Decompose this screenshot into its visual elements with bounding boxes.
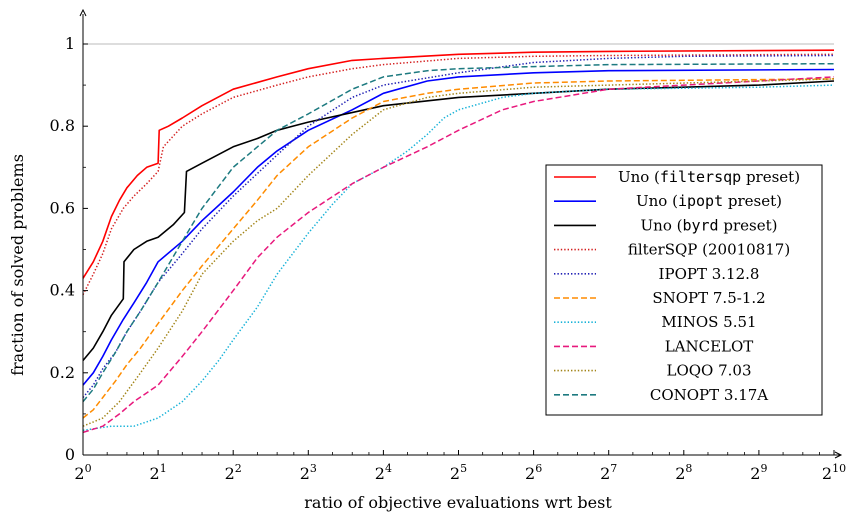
legend-label-part: MINOS 5.51 [661,313,756,331]
legend-label: filterSQP (20010817) [628,241,790,259]
x-tick-base: 2 [750,464,760,483]
x-tick-exponent: 2 [235,462,242,475]
y-axis-arrow [79,8,87,17]
x-tick-exponent: 10 [832,462,846,475]
series-line-0 [82,49,835,279]
x-tick-label: 28 [675,462,692,483]
x-tick-label: 26 [525,462,542,483]
axes-group [79,8,843,459]
x-tick-base: 2 [600,464,610,483]
legend-label-part: LOQO 7.03 [666,362,751,380]
y-tick-label: 1 [65,34,75,53]
x-tick-label: 21 [150,462,167,483]
y-axis-label: fraction of solved problems [8,154,27,376]
legend-label: Uno (ipopt preset) [636,192,782,210]
x-tick-exponent: 4 [385,462,392,475]
series-group [82,49,835,434]
x-tick-exponent: 0 [85,462,92,475]
legend-box [545,164,823,416]
x-tick-base: 2 [450,464,460,483]
legend-label-part: LANCELOT [665,337,754,355]
x-tick-exponent: 6 [535,462,542,475]
legend-label-part: preset) [741,168,800,186]
x-tick-label: 210 [822,462,846,483]
legend-label-part: preset) [719,216,778,234]
legend-label-part: CONOPT 3.17A [650,386,768,404]
y-tick-label: 0.8 [50,116,75,135]
legend-label-part: Uno ( [618,168,660,186]
x-tick-base: 2 [822,464,832,483]
legend-label-part: ipopt [678,192,723,210]
series-line-9 [82,62,835,403]
y-tick-labels: 0 0.2 0.4 0.6 0.8 1 [50,34,75,464]
x-tick-exponent: 3 [310,462,317,475]
legend-label: Uno (filtersqp preset) [618,168,800,186]
series-line-3 [82,53,835,296]
x-tick-label: 23 [300,462,317,483]
x-tick-base: 2 [525,464,535,483]
series-line-4 [82,54,835,398]
y-tick-label: 0.4 [50,281,75,300]
x-tick-base: 2 [375,464,385,483]
series-line-8 [82,78,835,427]
legend-label-part: SNOPT 7.5-1.2 [652,289,765,307]
legend-label-part: filterSQP (20010817) [628,241,790,259]
legend-label-part: IPOPT 3.12.8 [659,265,760,283]
x-axis-label: ratio of objective evaluations wrt best [304,493,612,512]
x-tick-label: 29 [750,462,767,483]
x-tick-labels: 20 21 22 23 24 25 26 27 28 29 210 [74,462,846,483]
x-tick-label: 22 [225,462,242,483]
x-tick-base: 2 [150,464,160,483]
x-axis-arrow [834,451,843,459]
legend-label: LOQO 7.03 [666,362,751,380]
legend-label: Uno (byrd preset) [641,216,778,234]
legend-label-part: byrd [682,216,718,234]
legend-label: IPOPT 3.12.8 [659,265,760,283]
y-tick-label: 0.2 [50,363,75,382]
series-line-7 [82,76,835,434]
y-tick-label: 0.6 [50,198,75,217]
legend-label: LANCELOT [665,337,754,355]
x-tick-exponent: 7 [610,462,617,475]
x-tick-label: 27 [600,462,617,483]
x-tick-label: 24 [375,462,392,483]
series-line-6 [82,84,835,432]
x-tick-base: 2 [225,464,235,483]
legend-label-part: Uno ( [636,192,678,210]
series-line-1 [82,68,835,386]
x-tick-exponent: 9 [760,462,767,475]
x-tick-base: 2 [74,464,84,483]
legend-label: SNOPT 7.5-1.2 [652,289,765,307]
x-tick-base: 2 [675,464,685,483]
x-tick-exponent: 1 [160,462,167,475]
x-tick-label: 25 [450,462,467,483]
legend-label: MINOS 5.51 [661,313,756,331]
x-tick-exponent: 5 [460,462,467,475]
x-tick-base: 2 [300,464,310,483]
legend-label-part: preset) [723,192,782,210]
y-tick-label: 0 [65,445,75,464]
legend: Uno (filtersqp preset)Uno (ipopt preset)… [545,164,823,416]
x-tick-exponent: 8 [685,462,692,475]
legend-label-part: filtersqp [660,168,741,186]
legend-label-part: Uno ( [641,216,683,234]
x-tick-label: 20 [74,462,91,483]
legend-label: CONOPT 3.17A [650,386,768,404]
